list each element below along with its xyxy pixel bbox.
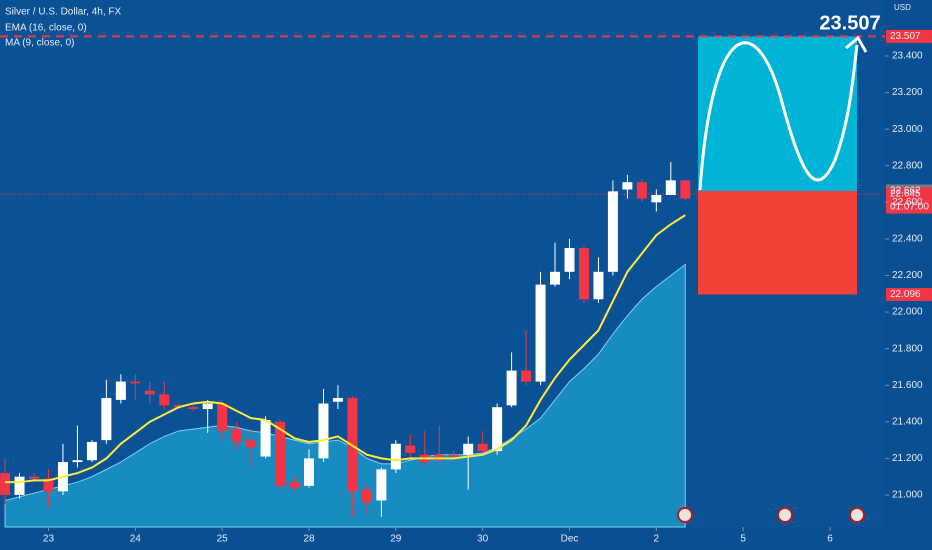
candle-body <box>101 398 112 441</box>
price-tag-label: 22.662 <box>890 186 921 197</box>
price-tag <box>886 29 932 43</box>
candle-body <box>332 398 343 402</box>
y-tick-label: 23.400 <box>892 51 923 62</box>
candle-body <box>535 284 546 382</box>
projection-curve <box>698 41 859 191</box>
legend-entry: EMA (16, close, 0) <box>5 23 87 34</box>
target-zone <box>698 36 857 191</box>
x-tick-label: 25 <box>217 534 229 545</box>
candle-body <box>130 381 141 384</box>
candle-body <box>43 478 54 492</box>
y-tick-label: 21.000 <box>892 490 923 501</box>
y-tick-label: 22.400 <box>892 234 923 245</box>
candle-body <box>578 248 589 300</box>
x-tick-label: Dec <box>561 534 579 545</box>
x-tick-label: 23 <box>43 534 55 545</box>
price-tag <box>886 288 932 302</box>
x-tick-label: 28 <box>303 534 315 545</box>
x-tick-label: 2 <box>654 534 660 545</box>
candle-body <box>115 381 126 400</box>
event-icon <box>677 507 693 523</box>
candle-body <box>390 443 401 470</box>
candle-body <box>318 403 329 459</box>
candle-body <box>405 445 416 453</box>
candle-body <box>376 469 387 501</box>
y-tick-label: 21.200 <box>892 453 923 464</box>
candle-body <box>477 443 488 452</box>
candle-body <box>159 394 170 406</box>
candle-body <box>289 482 300 488</box>
projection-arrow <box>845 35 868 53</box>
candle-body <box>651 194 662 203</box>
countdown: 01:07:00 <box>890 202 929 213</box>
candle-body <box>0 473 11 495</box>
candle-body <box>361 489 372 503</box>
ema-line <box>5 214 686 484</box>
event-icons <box>677 507 865 523</box>
x-tick-label: 30 <box>477 534 489 545</box>
price-tag-label: 23.507 <box>890 31 921 42</box>
y-tick-label: 22.800 <box>892 160 923 171</box>
candle-body <box>463 443 474 455</box>
candle-body <box>144 390 155 395</box>
y-tick-label: 22.200 <box>892 270 923 281</box>
overlay <box>677 35 868 523</box>
x-tick-label: 6 <box>827 534 833 545</box>
candle-body <box>72 460 83 463</box>
candle-body <box>217 403 228 431</box>
candle-body <box>275 421 286 486</box>
x-tick-label: 29 <box>390 534 402 545</box>
stop-zone <box>698 190 857 295</box>
y-tick-label: 23.000 <box>892 124 923 135</box>
candle-body <box>14 476 25 495</box>
legend: Silver / U.S. Dollar, 4h, FX EMA (16, cl… <box>5 7 121 49</box>
candle-body <box>521 370 532 382</box>
axis-unit: USD <box>894 3 911 12</box>
price-tag-label: 22.096 <box>890 289 921 300</box>
candle-body <box>246 440 257 448</box>
y-tick-label: 21.800 <box>892 343 923 354</box>
event-icon <box>777 507 793 523</box>
candle-body <box>680 180 691 199</box>
candle-body <box>448 454 459 457</box>
x-tick-label: 24 <box>130 534 142 545</box>
y-tick-label: 21.400 <box>892 416 923 427</box>
candle-body <box>665 180 676 195</box>
candle-body <box>492 407 503 452</box>
candle-body <box>607 191 618 272</box>
candle-body <box>231 429 242 442</box>
annotation: 23.507 <box>819 13 880 35</box>
price-tag <box>886 187 932 214</box>
candle-body <box>593 271 604 300</box>
candle-body <box>260 419 271 457</box>
legend-entry: MA (9, close, 0) <box>5 38 74 49</box>
y-tick-label: 23.200 <box>892 87 923 98</box>
event-icon <box>849 507 865 523</box>
candle-body <box>550 271 561 285</box>
candle-body <box>188 407 199 410</box>
y-tick-label: 22.000 <box>892 307 923 318</box>
candle-body <box>202 403 213 410</box>
y-tick-label: 22.600 <box>892 197 923 208</box>
price-axis-bg <box>885 0 932 550</box>
candle-body <box>303 458 314 486</box>
candle-body <box>86 441 97 461</box>
time-axis-bg <box>0 527 932 550</box>
x-tick-label: 5 <box>740 534 746 545</box>
price-tag-label: 22.645 <box>890 189 921 200</box>
candle-body <box>564 248 575 272</box>
chart-title: Silver / U.S. Dollar, 4h, FX <box>5 7 121 18</box>
candle-body <box>622 182 633 190</box>
y-tick-label: 21.600 <box>892 380 923 391</box>
candle-body <box>29 476 40 479</box>
candle-body <box>506 370 517 406</box>
plot-area <box>0 29 932 528</box>
candle-body <box>636 182 647 199</box>
